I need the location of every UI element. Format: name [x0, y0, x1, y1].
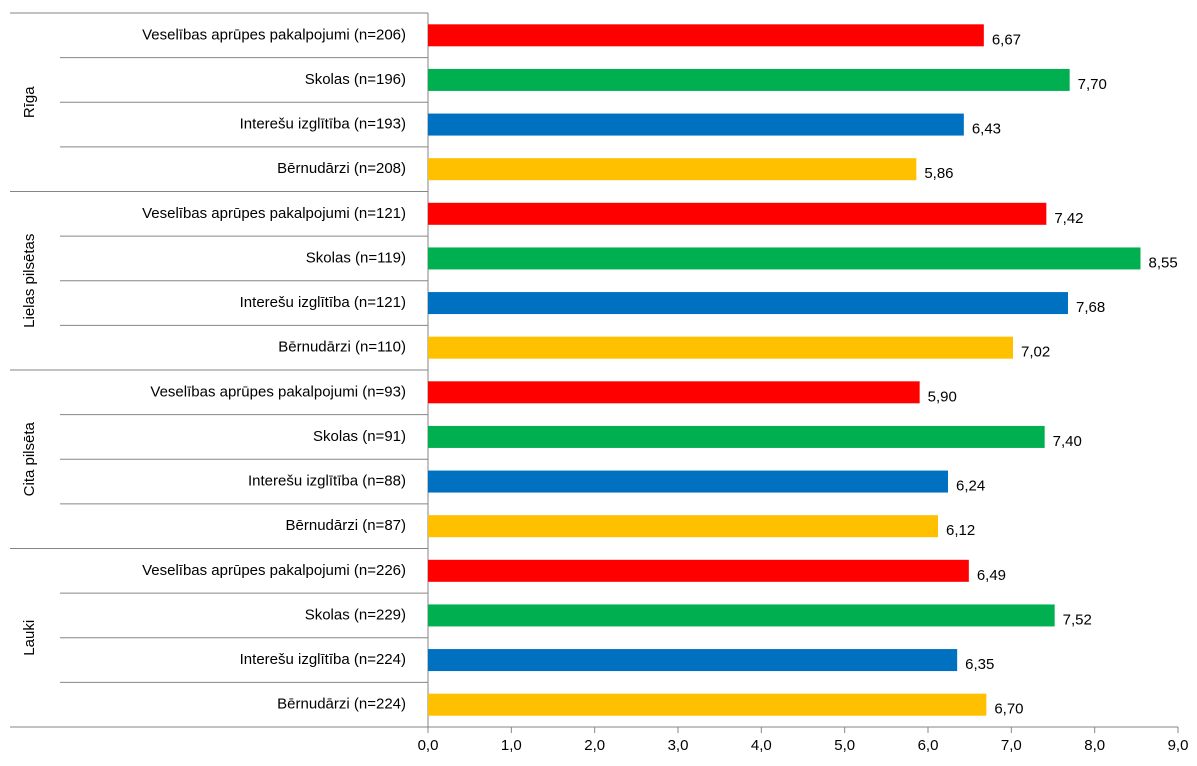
x-tick-label: 2,0 [584, 737, 605, 754]
y-tick-label: Veselības aprūpes pakalpojumi (n=93) [150, 383, 406, 400]
value-label: 6,24 [956, 478, 985, 495]
bar [428, 470, 948, 493]
value-label: 6,70 [994, 701, 1023, 718]
value-label: 7,70 [1078, 76, 1107, 93]
bar [428, 649, 958, 672]
x-tick-label: 8,0 [1084, 737, 1105, 754]
y-tick-label: Skolas (n=229) [305, 606, 406, 623]
value-label: 6,12 [946, 522, 975, 539]
bar [428, 247, 1141, 270]
y-tick-label: Veselības aprūpes pakalpojumi (n=226) [142, 562, 406, 579]
value-label: 7,52 [1063, 611, 1092, 628]
x-tick-label: 3,0 [668, 737, 689, 754]
bar [428, 693, 987, 716]
group-label: Lielas pilsētas [21, 234, 38, 328]
value-label: 6,43 [972, 121, 1001, 138]
y-tick-label: Veselības aprūpes pakalpojumi (n=121) [142, 205, 406, 222]
y-tick-label: Interešu izglītība (n=121) [240, 294, 406, 311]
y-tick-label: Skolas (n=196) [305, 71, 406, 88]
x-tick-label: 1,0 [501, 737, 522, 754]
y-tick-label: Interešu izglītība (n=88) [248, 473, 406, 490]
x-tick-label: 6,0 [918, 737, 939, 754]
value-label: 7,40 [1053, 433, 1082, 450]
y-tick-label: Skolas (n=119) [306, 249, 406, 266]
y-tick-label: Skolas (n=91) [313, 428, 406, 445]
bar [428, 113, 964, 136]
x-tick-label: 9,0 [1168, 737, 1189, 754]
value-label: 7,68 [1076, 299, 1105, 316]
bar [428, 515, 938, 538]
x-tick-label: 0,0 [418, 737, 439, 754]
x-tick-label: 7,0 [1001, 737, 1022, 754]
group-label: Lauki [21, 620, 38, 656]
bar [428, 68, 1070, 91]
y-tick-label: Interešu izglītība (n=224) [240, 651, 406, 668]
bar [428, 604, 1055, 627]
x-tick-label: 5,0 [834, 737, 855, 754]
y-tick-label: Bērnudārzi (n=87) [286, 517, 406, 534]
y-tick-label: Bērnudārzi (n=224) [277, 696, 406, 713]
bar [428, 381, 920, 404]
y-tick-label: Bērnudārzi (n=110) [278, 339, 406, 356]
bar [428, 24, 984, 47]
bar [428, 158, 917, 181]
x-tick-label: 4,0 [751, 737, 772, 754]
value-label: 7,02 [1021, 344, 1050, 361]
group-label: Rīga [21, 86, 38, 118]
value-label: 5,86 [924, 165, 953, 182]
bar [428, 425, 1045, 448]
bar [428, 202, 1047, 225]
value-label: 6,67 [992, 31, 1021, 48]
value-label: 7,42 [1054, 210, 1083, 227]
value-label: 5,90 [928, 388, 957, 405]
value-label: 6,49 [977, 567, 1006, 584]
value-label: 6,35 [965, 656, 994, 673]
y-tick-label: Bērnudārzi (n=208) [277, 160, 406, 177]
value-label: 8,55 [1149, 254, 1178, 271]
bar [428, 292, 1068, 315]
y-tick-label: Veselības aprūpes pakalpojumi (n=206) [142, 26, 406, 43]
group-label: Cita pilsēta [21, 421, 38, 496]
y-tick-label: Interešu izglītība (n=193) [240, 116, 406, 133]
bar [428, 336, 1013, 359]
bar [428, 559, 969, 582]
